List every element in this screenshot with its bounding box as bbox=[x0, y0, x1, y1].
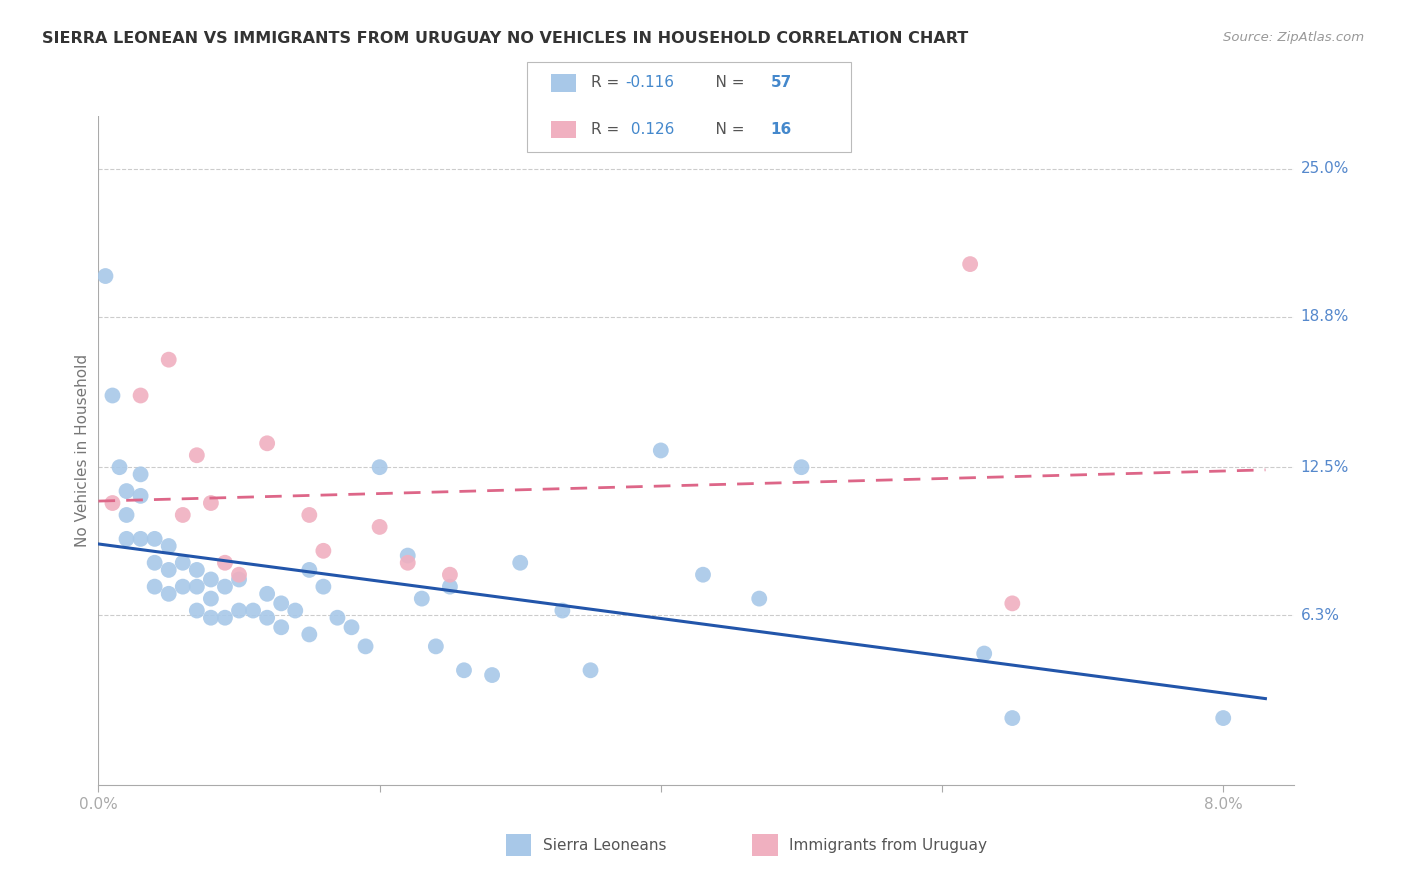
Point bbox=[200, 591, 222, 606]
Point bbox=[228, 573, 250, 587]
Point bbox=[411, 591, 433, 606]
Point bbox=[186, 563, 208, 577]
Point bbox=[748, 591, 770, 606]
Point bbox=[298, 563, 321, 577]
Point bbox=[270, 620, 292, 634]
Point bbox=[453, 663, 475, 677]
Point bbox=[101, 388, 124, 402]
Text: Sierra Leoneans: Sierra Leoneans bbox=[543, 838, 666, 853]
Point bbox=[214, 611, 236, 625]
Point bbox=[101, 496, 124, 510]
Point bbox=[129, 467, 152, 482]
Point bbox=[129, 388, 152, 402]
Point bbox=[1212, 711, 1234, 725]
Point bbox=[143, 532, 166, 546]
Point bbox=[200, 496, 222, 510]
Point bbox=[228, 567, 250, 582]
Point bbox=[115, 532, 138, 546]
Point bbox=[439, 580, 461, 594]
Point bbox=[312, 543, 335, 558]
Point bbox=[214, 580, 236, 594]
Point bbox=[143, 556, 166, 570]
Point bbox=[214, 556, 236, 570]
Text: SIERRA LEONEAN VS IMMIGRANTS FROM URUGUAY NO VEHICLES IN HOUSEHOLD CORRELATION C: SIERRA LEONEAN VS IMMIGRANTS FROM URUGUA… bbox=[42, 31, 969, 46]
Point bbox=[1001, 711, 1024, 725]
Point bbox=[108, 460, 131, 475]
Text: -0.116: -0.116 bbox=[626, 76, 675, 90]
Point bbox=[481, 668, 503, 682]
Point bbox=[172, 508, 194, 522]
Point bbox=[270, 596, 292, 610]
Point bbox=[115, 508, 138, 522]
Point bbox=[256, 611, 278, 625]
Point bbox=[200, 611, 222, 625]
Text: R =: R = bbox=[591, 76, 624, 90]
Text: Immigrants from Uruguay: Immigrants from Uruguay bbox=[789, 838, 987, 853]
Point bbox=[396, 549, 419, 563]
Point bbox=[129, 532, 152, 546]
Point bbox=[579, 663, 602, 677]
Text: 16: 16 bbox=[770, 122, 792, 136]
Point bbox=[129, 489, 152, 503]
Point bbox=[425, 640, 447, 654]
Text: 18.8%: 18.8% bbox=[1301, 310, 1348, 324]
Point bbox=[650, 443, 672, 458]
Text: N =: N = bbox=[696, 76, 749, 90]
Point bbox=[298, 627, 321, 641]
Point bbox=[368, 520, 391, 534]
Text: Source: ZipAtlas.com: Source: ZipAtlas.com bbox=[1223, 31, 1364, 45]
Point bbox=[157, 539, 180, 553]
Point bbox=[200, 573, 222, 587]
Point bbox=[115, 484, 138, 499]
Point bbox=[439, 567, 461, 582]
Point bbox=[143, 580, 166, 594]
Point bbox=[284, 603, 307, 617]
Point bbox=[228, 603, 250, 617]
Text: 12.5%: 12.5% bbox=[1301, 459, 1348, 475]
Point bbox=[354, 640, 377, 654]
Point bbox=[312, 580, 335, 594]
Point bbox=[368, 460, 391, 475]
Point bbox=[157, 352, 180, 367]
Point bbox=[256, 587, 278, 601]
Point bbox=[959, 257, 981, 271]
Point bbox=[186, 448, 208, 462]
Point bbox=[172, 556, 194, 570]
Point bbox=[340, 620, 363, 634]
Point bbox=[551, 603, 574, 617]
Text: N =: N = bbox=[696, 122, 749, 136]
Point bbox=[172, 580, 194, 594]
Text: 57: 57 bbox=[770, 76, 792, 90]
Point bbox=[396, 556, 419, 570]
Point bbox=[242, 603, 264, 617]
Point bbox=[326, 611, 349, 625]
Text: 6.3%: 6.3% bbox=[1301, 607, 1340, 623]
Point bbox=[157, 563, 180, 577]
Text: R =: R = bbox=[591, 122, 624, 136]
Point bbox=[186, 603, 208, 617]
Point bbox=[973, 647, 995, 661]
Point bbox=[692, 567, 714, 582]
Point bbox=[790, 460, 813, 475]
Point bbox=[298, 508, 321, 522]
Point bbox=[1001, 596, 1024, 610]
Y-axis label: No Vehicles in Household: No Vehicles in Household bbox=[75, 354, 90, 547]
Text: 25.0%: 25.0% bbox=[1301, 161, 1348, 176]
Point bbox=[157, 587, 180, 601]
Point bbox=[256, 436, 278, 450]
Text: 0.126: 0.126 bbox=[626, 122, 673, 136]
Point bbox=[509, 556, 531, 570]
Point bbox=[94, 268, 117, 283]
Point bbox=[186, 580, 208, 594]
